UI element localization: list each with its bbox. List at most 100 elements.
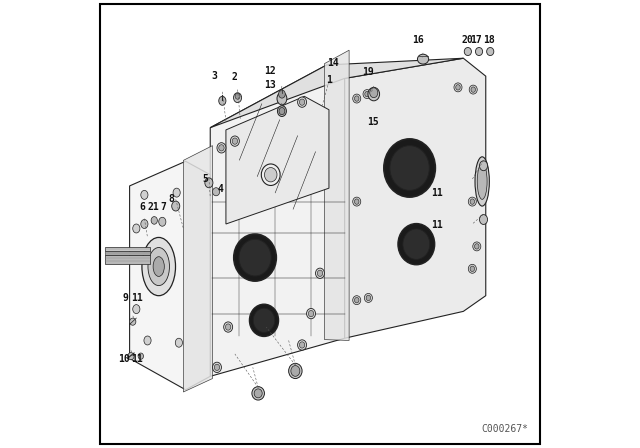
Ellipse shape (468, 197, 476, 206)
Ellipse shape (363, 90, 371, 99)
Ellipse shape (355, 297, 359, 303)
Ellipse shape (289, 363, 302, 379)
Text: 18: 18 (483, 35, 495, 45)
Ellipse shape (307, 308, 316, 319)
Polygon shape (226, 96, 329, 224)
Ellipse shape (235, 93, 240, 99)
Ellipse shape (298, 97, 307, 108)
Polygon shape (130, 161, 210, 390)
Ellipse shape (128, 353, 134, 360)
Ellipse shape (355, 199, 359, 204)
Ellipse shape (353, 296, 361, 305)
Text: 8: 8 (168, 194, 174, 204)
Ellipse shape (473, 242, 481, 251)
Ellipse shape (250, 304, 278, 336)
Text: 11: 11 (131, 354, 143, 364)
Ellipse shape (474, 244, 479, 249)
Ellipse shape (234, 234, 276, 281)
Text: 5: 5 (203, 174, 209, 184)
Text: 11: 11 (431, 220, 444, 230)
Text: 13: 13 (264, 80, 276, 90)
Ellipse shape (479, 215, 488, 224)
Ellipse shape (253, 308, 275, 332)
Ellipse shape (300, 99, 305, 105)
Ellipse shape (370, 88, 378, 98)
Ellipse shape (132, 305, 140, 314)
Ellipse shape (366, 295, 371, 301)
Ellipse shape (144, 336, 151, 345)
Text: 19: 19 (362, 67, 374, 77)
Polygon shape (345, 58, 486, 338)
Ellipse shape (277, 92, 287, 105)
Text: 21: 21 (147, 202, 159, 212)
Ellipse shape (477, 164, 487, 199)
Ellipse shape (316, 268, 324, 279)
Ellipse shape (308, 310, 314, 317)
Text: 16: 16 (412, 35, 424, 45)
Text: 7: 7 (160, 202, 166, 212)
Ellipse shape (138, 353, 143, 359)
Polygon shape (324, 50, 349, 340)
Ellipse shape (475, 157, 490, 206)
Polygon shape (210, 58, 463, 128)
Ellipse shape (232, 138, 237, 144)
Ellipse shape (384, 139, 435, 197)
Ellipse shape (291, 366, 300, 376)
Ellipse shape (365, 91, 369, 97)
Ellipse shape (151, 217, 157, 224)
Ellipse shape (141, 190, 148, 199)
Ellipse shape (470, 266, 475, 271)
Text: 10: 10 (118, 354, 130, 364)
Ellipse shape (175, 338, 182, 347)
Text: 12: 12 (264, 66, 276, 76)
Ellipse shape (172, 201, 180, 211)
Text: 14: 14 (326, 58, 339, 68)
Ellipse shape (355, 96, 359, 101)
Ellipse shape (298, 340, 307, 350)
Ellipse shape (159, 217, 166, 226)
Text: 11: 11 (131, 293, 143, 303)
Text: 1: 1 (326, 75, 332, 85)
Ellipse shape (264, 168, 277, 182)
Ellipse shape (261, 164, 280, 185)
Ellipse shape (278, 106, 287, 116)
Ellipse shape (468, 264, 476, 273)
Ellipse shape (471, 87, 476, 92)
Polygon shape (210, 65, 345, 376)
Text: 4: 4 (218, 184, 223, 194)
Ellipse shape (234, 93, 242, 103)
Polygon shape (105, 247, 150, 251)
Ellipse shape (217, 143, 226, 153)
Ellipse shape (212, 188, 220, 196)
Ellipse shape (130, 318, 136, 325)
Ellipse shape (142, 237, 175, 296)
Ellipse shape (456, 85, 460, 90)
Ellipse shape (141, 220, 148, 228)
Ellipse shape (148, 247, 170, 286)
Ellipse shape (205, 178, 213, 188)
Text: 2: 2 (231, 72, 237, 82)
Ellipse shape (390, 146, 429, 190)
Ellipse shape (225, 324, 231, 330)
Polygon shape (184, 146, 212, 392)
Ellipse shape (353, 197, 361, 206)
Ellipse shape (153, 257, 164, 276)
Ellipse shape (403, 229, 430, 259)
Text: C000267*: C000267* (481, 424, 529, 434)
Ellipse shape (464, 47, 472, 56)
Ellipse shape (479, 161, 488, 171)
Text: 20: 20 (461, 35, 473, 45)
Ellipse shape (469, 85, 477, 94)
Ellipse shape (278, 90, 285, 98)
Text: 6: 6 (140, 202, 145, 212)
Ellipse shape (486, 47, 494, 56)
Ellipse shape (214, 364, 220, 370)
Ellipse shape (254, 389, 262, 398)
Ellipse shape (212, 362, 221, 373)
Ellipse shape (132, 224, 140, 233)
Ellipse shape (476, 47, 483, 56)
Ellipse shape (300, 342, 305, 348)
Ellipse shape (353, 94, 361, 103)
Ellipse shape (417, 54, 429, 64)
Ellipse shape (317, 270, 323, 276)
